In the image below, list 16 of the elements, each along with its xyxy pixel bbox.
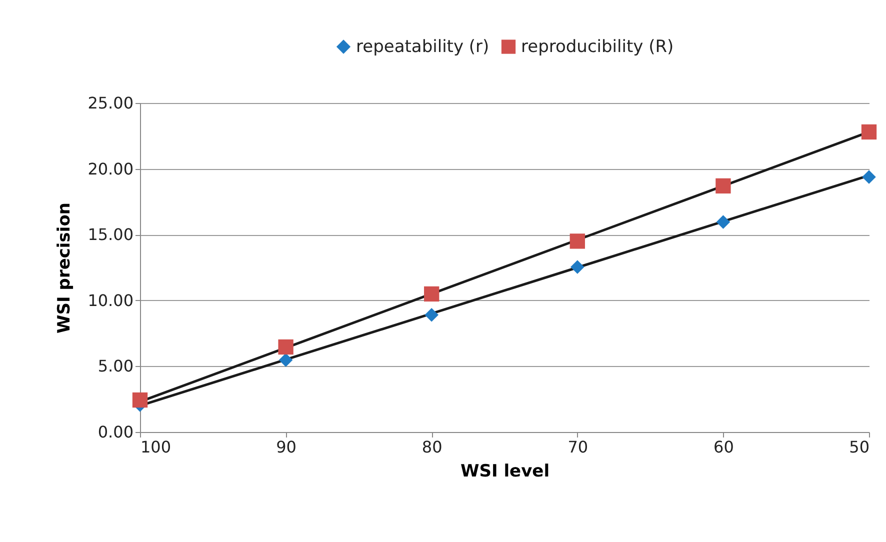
y-tick-label: 0.00 [98,422,134,442]
x-axis-title: WSI level [460,462,550,482]
legend-label: repeatability (r) [356,36,490,57]
y-axis-title: WSI precision [54,202,75,334]
x-tick-label: 50 [849,438,870,456]
x-tick-label: 90 [276,438,296,456]
y-tick-label: 25.00 [88,94,134,112]
y-tick-label: 10.00 [88,290,134,310]
y-tick-label: 15.00 [88,225,134,244]
x-tick-label: 70 [568,438,588,456]
x-tick-label: 60 [714,438,734,456]
y-tick-label: 20.00 [88,159,134,178]
x-tick-label: 100 [140,438,172,456]
x-tick-label: 80 [422,438,442,456]
legend-label: reproducibility (R) [521,36,674,57]
y-tick-label: 5.00 [98,356,134,376]
